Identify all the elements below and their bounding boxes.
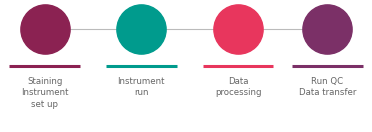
Point <box>235 28 241 30</box>
Text: Data
processing: Data processing <box>215 77 262 97</box>
Text: Run QC
Data transfer: Run QC Data transfer <box>299 77 356 97</box>
Point <box>138 28 144 30</box>
Point <box>42 28 48 30</box>
Point <box>324 28 330 30</box>
Text: Staining
Instrument
set up: Staining Instrument set up <box>21 77 68 109</box>
Text: Instrument
run: Instrument run <box>118 77 165 97</box>
